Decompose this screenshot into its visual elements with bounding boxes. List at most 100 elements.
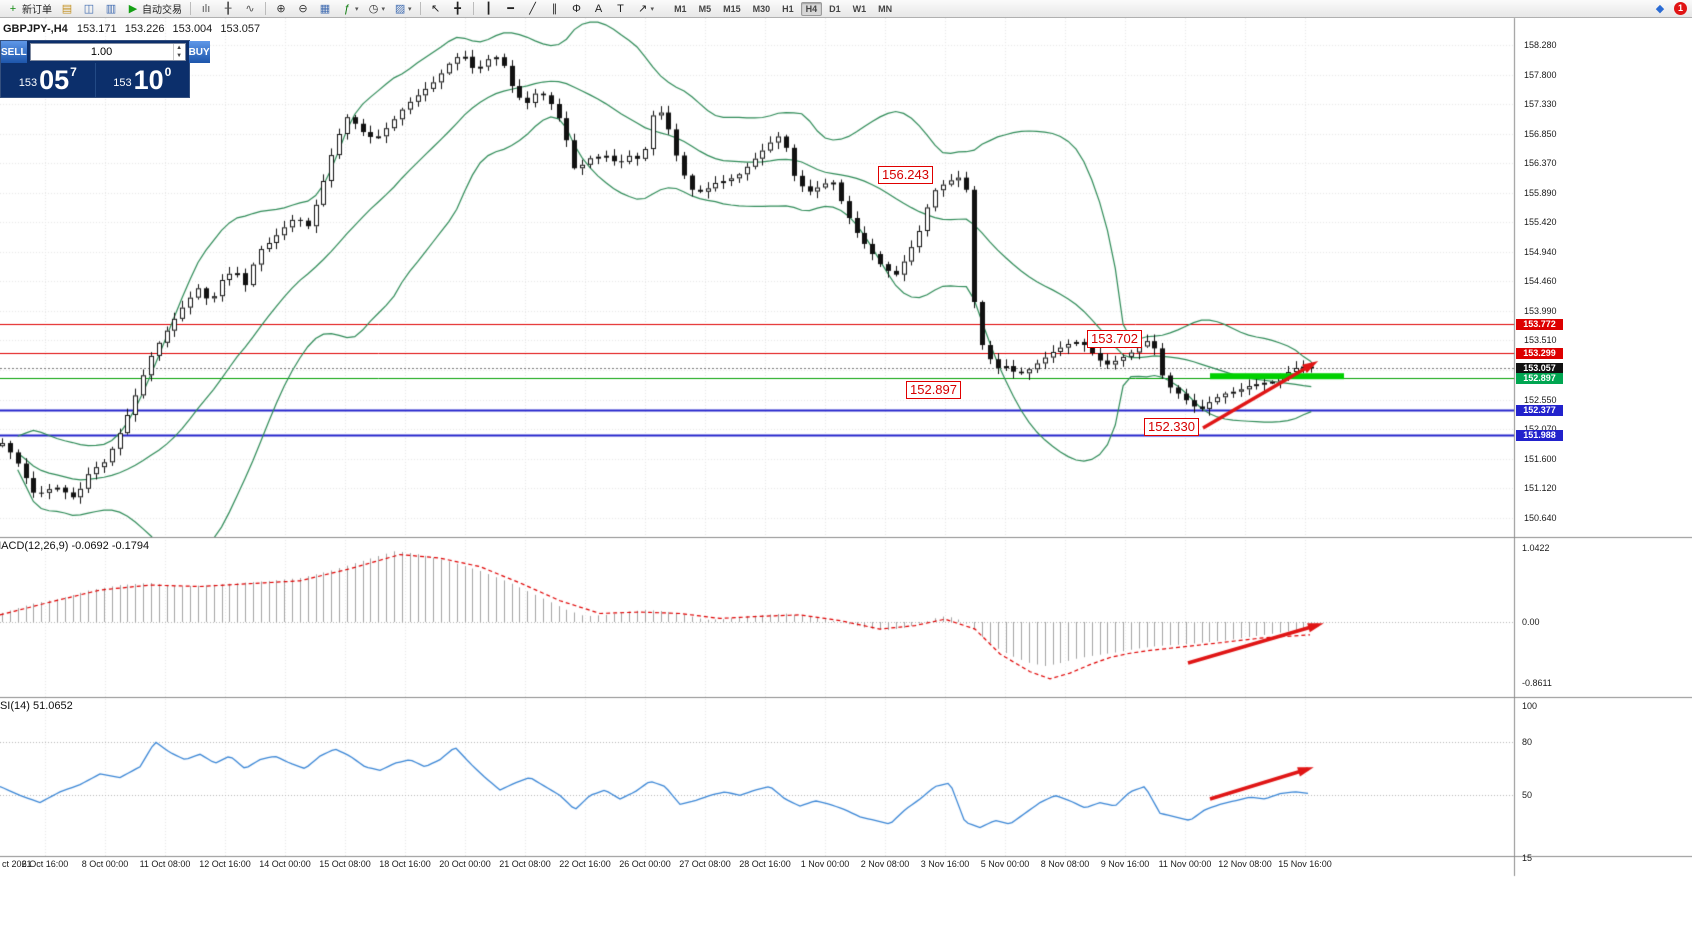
channel-icon-glyph: ∥ <box>551 2 558 15</box>
time-axis-label: 21 Oct 08:00 <box>499 859 551 869</box>
chevron-down-icon: ▾ <box>355 5 359 13</box>
indicators-icon[interactable]: ƒ ▾ <box>337 0 362 18</box>
trendline-icon-glyph: ╱ <box>529 2 536 15</box>
sell-price-display[interactable]: 153 05 7 <box>1 63 96 97</box>
notification-badge[interactable]: 1 <box>1674 2 1687 15</box>
buy-button[interactable]: BUY <box>188 41 210 63</box>
zoom-in-icon-glyph: ⊕ <box>276 2 286 15</box>
trendline-icon[interactable]: ╱ <box>523 0 543 18</box>
price-callout-152.897: 152.897 <box>906 381 961 399</box>
crosshair-icon-glyph: ╋ <box>454 2 461 15</box>
timeframe-button-mn[interactable]: MN <box>878 3 893 14</box>
charts-grid-icon[interactable]: ▤ <box>57 0 77 18</box>
zoom-out-icon-glyph: ⊖ <box>298 2 308 15</box>
sell-price-prefix: 153 <box>18 77 38 89</box>
cursor-icon[interactable]: ↖ <box>426 0 446 18</box>
candlestick-chart-icon[interactable]: ╂ <box>218 0 238 18</box>
label-icon[interactable]: T <box>611 0 631 18</box>
time-axis-label: 14 Oct 00:00 <box>259 859 311 869</box>
price-tick-label: 157.330 <box>1524 98 1557 109</box>
price-tick-label: 156.850 <box>1524 128 1557 139</box>
time-axis-label: 15 Oct 08:00 <box>319 859 371 869</box>
toolbar-right-group: ◆ 1 <box>1649 0 1690 18</box>
timeframe-button-m5[interactable]: M5 <box>698 3 712 14</box>
periods-icon[interactable]: ◷ ▾ <box>364 0 389 18</box>
price-callout-153.702: 153.702 <box>1087 330 1142 348</box>
auto-trading-button[interactable]: ▶ 自动交易 <box>123 0 185 18</box>
time-axis-label: 8 Nov 08:00 <box>1040 859 1090 869</box>
time-axis-label: 3 Nov 16:00 <box>920 859 970 869</box>
price-tick-label: 152.070 <box>1524 424 1557 434</box>
toolbar-separator <box>419 2 421 15</box>
chevron-down-icon: ▾ <box>650 5 655 13</box>
time-axis-label: 22 Oct 16:00 <box>559 859 611 869</box>
timeframe-button-m30[interactable]: M30 <box>752 3 771 14</box>
timeframe-button-w1[interactable]: W1 <box>852 3 867 14</box>
sell-button[interactable]: SELL <box>1 41 27 63</box>
templates-icon-glyph: ▨ <box>394 2 406 15</box>
time-axis-label: 11 Nov 00:00 <box>1158 859 1212 869</box>
volume-down-button[interactable]: ▼ <box>176 53 183 59</box>
tile-windows-icon[interactable]: ▦ <box>315 0 335 18</box>
time-axis-label: 12 Oct 16:00 <box>199 859 251 869</box>
timeframe-button-d1[interactable]: D1 <box>829 3 841 14</box>
horizontal-line-icon-glyph: ━ <box>507 2 514 15</box>
price-tick-label: 153.990 <box>1524 305 1557 316</box>
time-axis-label: 26 Oct 00:00 <box>619 859 671 869</box>
quote-low: 153.004 <box>172 23 213 35</box>
time-axis-label: 28 Oct 16:00 <box>739 859 791 869</box>
volume-input[interactable] <box>30 46 173 58</box>
vertical-line-icon[interactable]: ┃ <box>479 0 499 18</box>
horizontal-line-icon[interactable]: ━ <box>501 0 521 18</box>
zoom-in-icon[interactable]: ⊕ <box>271 0 291 18</box>
price-tick-label: 156.370 <box>1524 158 1557 169</box>
buy-price-prefix: 153 <box>113 77 132 89</box>
timeframe-button-m15[interactable]: M15 <box>723 3 741 14</box>
volume-up-button[interactable]: ▲ <box>176 45 183 51</box>
line-chart-icon[interactable]: ∿ <box>240 0 260 18</box>
buy-price-display[interactable]: 153 10 0 <box>96 63 190 97</box>
time-axis-label: 15 Nov 16:00 <box>1278 859 1332 869</box>
timeframe-button-m1[interactable]: M1 <box>674 3 687 14</box>
time-axis-label: 6 Oct 16:00 <box>21 859 69 869</box>
sell-price-big: 05 <box>39 65 70 95</box>
community-icon[interactable]: ◆ <box>1650 0 1670 18</box>
price-tick-label: 150.640 <box>1524 512 1557 523</box>
market-watch-icon-glyph: ▥ <box>105 2 117 15</box>
time-axis-label: 5 Nov 00:00 <box>980 859 1030 869</box>
new-order-button[interactable]: + 新订单 <box>3 0 55 18</box>
timeframe-button-h1[interactable]: H1 <box>782 3 794 14</box>
text-icon-glyph: A <box>594 2 603 15</box>
crosshair-icon[interactable]: ╋ <box>448 0 468 18</box>
toolbar-separator <box>472 2 474 15</box>
text-icon[interactable]: A <box>589 0 609 18</box>
new-order-glyph: + <box>9 2 17 15</box>
bar-chart-icon[interactable]: ılı <box>196 0 216 18</box>
price-tag-153.772: 153.772 <box>1516 319 1563 331</box>
price-tag-153.057: 153.057 <box>1516 363 1563 375</box>
price-tick-label: 152.550 <box>1524 394 1557 405</box>
quote-close: 153.057 <box>220 23 261 35</box>
macd-axis-label: 0.00 <box>1522 617 1540 627</box>
timeframe-toolbar: M1 M5 M15 M30 H1 H4 D1 W1 MN <box>668 1 898 16</box>
market-watch-icon[interactable]: ▥ <box>101 0 121 18</box>
price-tick-label: 151.120 <box>1524 483 1557 494</box>
arrows-icon[interactable]: ↗ ▾ <box>633 0 658 18</box>
templates-icon[interactable]: ▨ ▾ <box>390 0 415 18</box>
volume-box: ▲ ▼ <box>29 43 186 61</box>
time-axis-label: 9 Nov 16:00 <box>1100 859 1150 869</box>
zoom-out-icon[interactable]: ⊖ <box>293 0 313 18</box>
profiles-icon[interactable]: ◫ <box>79 0 99 18</box>
indicators-icon-glyph: ƒ <box>343 2 351 15</box>
time-axis-label: 20 Oct 00:00 <box>439 859 491 869</box>
auto-trading-button-label: 自动交易 <box>142 5 182 16</box>
profiles-icon-glyph: ◫ <box>83 2 95 15</box>
timeframe-button-h4[interactable]: H4 <box>800 1 823 16</box>
channel-icon[interactable]: ∥ <box>545 0 565 18</box>
fibonacci-icon[interactable]: Φ <box>567 0 587 18</box>
cursor-icon-glyph: ↖ <box>430 2 441 15</box>
price-tick-label: 158.280 <box>1524 40 1557 50</box>
rsi-axis-label: 15 <box>1522 852 1533 863</box>
price-callout-152.330: 152.330 <box>1144 418 1199 436</box>
